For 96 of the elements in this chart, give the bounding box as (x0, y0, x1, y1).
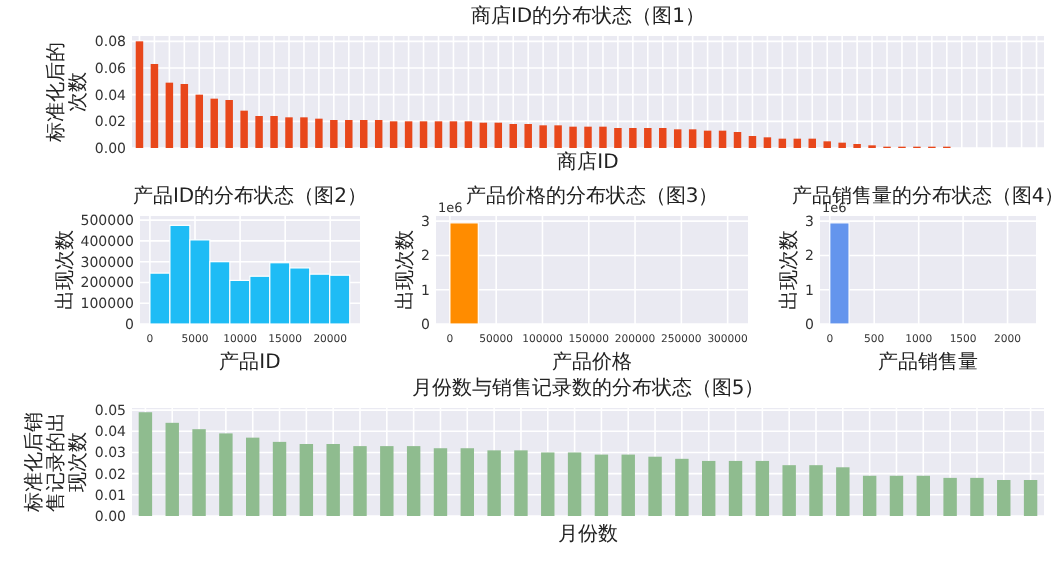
bar (138, 412, 153, 516)
bar (541, 452, 555, 516)
bar (916, 475, 930, 516)
bar (782, 465, 796, 516)
bar (192, 429, 206, 516)
x-axis-title: 产品价格 (552, 350, 632, 374)
bar (718, 130, 727, 148)
bar (514, 450, 528, 516)
bar (584, 126, 592, 148)
bar (836, 467, 850, 516)
bar (621, 454, 635, 516)
bar (728, 460, 743, 516)
bar (763, 137, 772, 148)
bar (315, 118, 323, 148)
x-axis-title: 产品ID (219, 350, 282, 374)
bar (648, 456, 662, 516)
chart-title: 产品价格的分布状态（图3） (465, 184, 719, 208)
bar (614, 128, 622, 148)
bar (889, 475, 904, 516)
bar (494, 122, 503, 148)
bar (360, 120, 368, 148)
x-axis-title: 商店ID (557, 150, 620, 174)
bar (433, 448, 448, 516)
bar (165, 422, 179, 516)
bar (943, 477, 957, 516)
bar (272, 441, 287, 516)
bar (808, 138, 816, 148)
bar (434, 121, 443, 148)
bar (353, 446, 367, 516)
bar (464, 121, 473, 148)
bar (300, 117, 308, 148)
bar (539, 125, 547, 148)
y-axis-title: 出现次数 (52, 230, 77, 310)
bar (793, 138, 802, 148)
bar (675, 458, 689, 516)
bar (246, 437, 260, 516)
bar (823, 141, 831, 148)
bar (419, 121, 428, 148)
bar (240, 110, 248, 148)
bar (733, 132, 742, 148)
bar (460, 448, 474, 516)
bar (778, 138, 787, 148)
bar (374, 120, 383, 148)
bar (703, 130, 712, 148)
bar (755, 460, 770, 516)
bar (255, 116, 263, 148)
y-axis-title: 标准化后销售记录的出现次数 (21, 412, 90, 514)
bar (299, 444, 314, 516)
bar (673, 129, 682, 148)
bar (567, 452, 582, 516)
chart-title: 产品ID的分布状态（图2） (132, 184, 368, 208)
y-axis-title: 出现次数 (777, 230, 802, 310)
bar (345, 120, 353, 148)
bar (219, 433, 233, 516)
bar (380, 446, 394, 516)
y-axis-title: 出现次数 (393, 230, 418, 310)
bar (599, 126, 607, 148)
bar (326, 444, 340, 516)
bar (554, 125, 562, 148)
bar (970, 477, 984, 516)
bar (702, 460, 716, 516)
bar (629, 128, 637, 148)
bar (862, 475, 877, 516)
bar (809, 465, 823, 516)
bar (594, 454, 609, 516)
bar (270, 116, 278, 148)
bar (210, 98, 218, 148)
bar (406, 446, 421, 516)
x-axis-title: 月份数 (558, 524, 618, 546)
bar (569, 126, 577, 148)
bar (479, 122, 488, 148)
bar (1023, 480, 1038, 516)
y-axis-title: 标准化后的次数 (43, 42, 90, 144)
bar (150, 64, 159, 148)
bar (487, 450, 501, 516)
bar (524, 124, 532, 148)
bar (285, 117, 293, 148)
bar (688, 129, 697, 148)
bar (404, 121, 413, 148)
bar (389, 121, 398, 148)
bar (748, 136, 757, 148)
chart-title: 月份数与销售记录数的分布状态（图5） (411, 376, 765, 400)
bar (180, 84, 189, 148)
bar (330, 120, 338, 148)
bar (195, 94, 204, 148)
bar (838, 142, 846, 148)
bar (225, 100, 233, 148)
bar (997, 480, 1011, 516)
chart-title: 商店ID的分布状态（图1） (470, 4, 706, 28)
bar (659, 128, 667, 148)
x-axis-title: 产品销售量 (878, 350, 978, 374)
bar (644, 128, 652, 148)
bar (509, 124, 517, 148)
bar (165, 82, 174, 148)
bar (135, 41, 144, 148)
bar (449, 121, 458, 148)
